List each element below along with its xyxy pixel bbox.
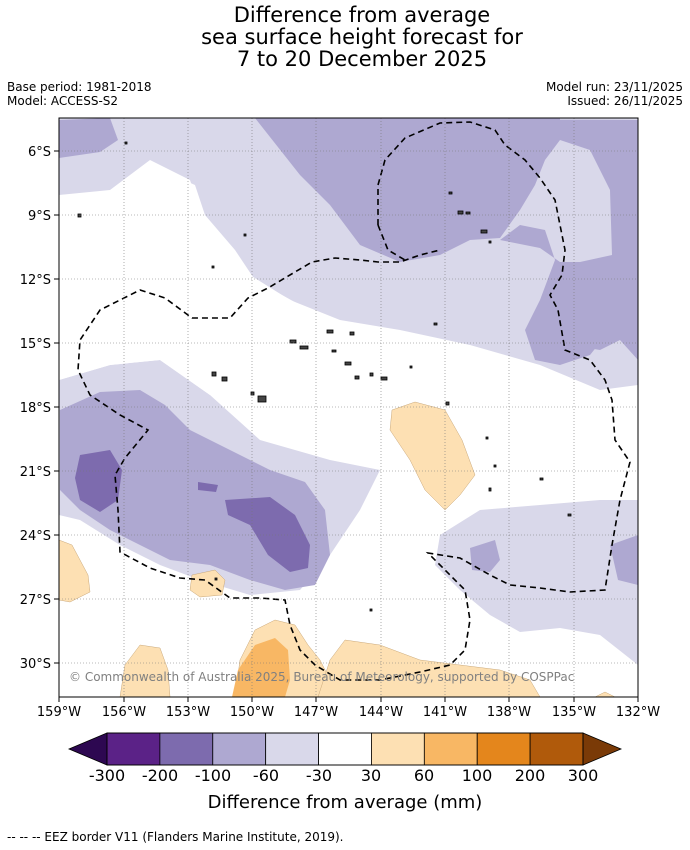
colorbar-label: -30 [305,766,333,785]
title-line-2: sea surface height forecast for [201,25,523,49]
lon-label: 135°W [552,705,596,720]
lat-label: 9°S [28,209,51,224]
colorbar-label: 100 [461,766,493,785]
lon-label: 147°W [294,705,338,720]
lon-label: 156°W [102,705,146,720]
lon-label: 159°W [37,705,81,720]
lon-label: 153°W [166,705,210,720]
colorbar-under-arrow [67,732,108,766]
meta-right: Model run: 23/11/2025 Issued: 26/11/2025 [546,80,683,108]
title-line-1: Difference from average [233,3,491,27]
title-line-3: 7 to 20 December 2025 [236,47,488,71]
colorbar-label: -100 [194,766,232,785]
colorbar-cell [318,732,372,766]
eez-legend-footer: -- -- -- EEZ border V11 (Flanders Marine… [7,830,344,844]
lat-label: 12°S [20,273,51,288]
colorbar-label: 300 [567,766,599,785]
colorbar-label: 60 [413,766,435,785]
axis-ticks [54,150,639,702]
colorbar-label: -200 [141,766,179,785]
lon-label: 138°W [487,705,531,720]
colorbar-label: 200 [514,766,546,785]
colorbar-cell [265,732,319,766]
lon-label: 132°W [616,705,660,720]
model-name: Model: ACCESS-S2 [7,94,119,108]
colorbar-frame [106,732,584,766]
colorbar-cell [212,732,267,766]
eez-borders [77,121,631,681]
anomaly-strong-negative [75,450,310,572]
copyright-notice: © Commonwealth of Australia 2025, Bureau… [69,670,574,684]
colorbar-cell [106,732,161,766]
colorbar-cell [476,732,531,766]
colorbar-cell [159,732,214,766]
lat-label: 24°S [20,529,51,544]
colorbar-over-arrow [582,732,623,766]
lat-label: 27°S [20,593,51,608]
lat-label: 18°S [20,401,51,416]
colorbar [67,732,623,766]
lon-labels: 159°W 156°W 153°W 150°W 147°W 144°W 141°… [37,705,660,720]
islands [77,141,572,612]
colorbar-label: -300 [88,766,126,785]
graticule [59,118,638,697]
lat-label: 15°S [20,337,51,352]
lat-labels: 6°S 9°S 12°S 15°S 18°S 21°S 24°S 27°S 30… [20,145,51,672]
map-title: Difference from average sea surface heig… [0,4,690,70]
colorbar-cell [529,732,584,766]
colorbar-cell [371,732,425,766]
base-period: Base period: 1981-2018 [7,80,152,94]
colorbar-label: 30 [360,766,382,785]
lat-label: 21°S [20,465,51,480]
lon-label: 144°W [359,705,403,720]
colorbar-cell [423,732,478,766]
lon-label: 141°W [423,705,467,720]
anomaly-medium-positive [232,638,290,697]
colorbar-label: -60 [252,766,280,785]
model-run: Model run: 23/11/2025 [545,80,683,94]
sea-height-field [59,118,638,697]
lat-label: 6°S [28,145,51,160]
colorbar-cells [106,732,584,766]
issued-date: Issued: 26/11/2025 [567,94,683,108]
meta-left: Base period: 1981-2018 Model: ACCESS-S2 [7,80,152,108]
lon-label: 150°W [230,705,274,720]
colorbar-title: Difference from average (mm) [207,792,483,813]
lat-label: 30°S [20,657,51,672]
